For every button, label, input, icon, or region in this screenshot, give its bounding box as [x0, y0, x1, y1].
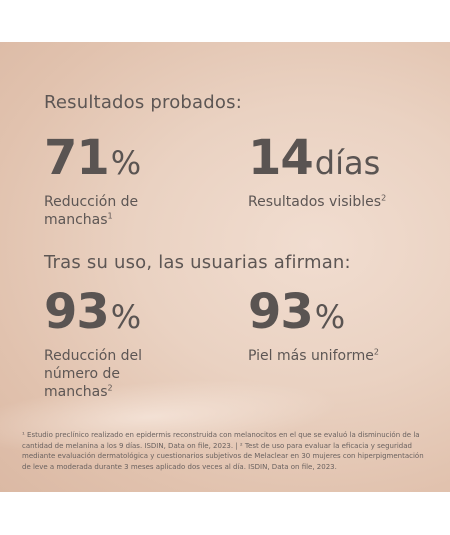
results-panel: Resultados probados: 71% Reducción de ma… [0, 42, 450, 492]
stat-value: 14días [248, 130, 381, 186]
stat-value: 93% [248, 284, 346, 340]
stat-value: 71% [44, 130, 142, 186]
users-claim-heading: Tras su uso, las usuarias afirman: [44, 252, 351, 273]
footnote: ¹ Estudio preclínico realizado en epider… [22, 431, 424, 471]
stat-value: 93% [44, 284, 142, 340]
stat-uniform-skin: 93% Piel más uniforme2 [248, 288, 379, 365]
stat-description: Resultados visibles2 [248, 193, 387, 210]
stat-description: Reducción del número de manchas2 [44, 348, 143, 400]
stat-visible-results: 14días Resultados visibles2 [248, 134, 386, 211]
stat-description: Piel más uniforme2 [248, 347, 379, 364]
stat-description: Reducción de manchas1 [44, 194, 139, 228]
stat-reduction-spots: 71% Reducción de manchas1 [44, 134, 141, 229]
proven-results-heading: Resultados probados: [44, 92, 242, 113]
stat-reduction-number-spots: 93% Reducción del número de manchas2 [44, 288, 142, 401]
